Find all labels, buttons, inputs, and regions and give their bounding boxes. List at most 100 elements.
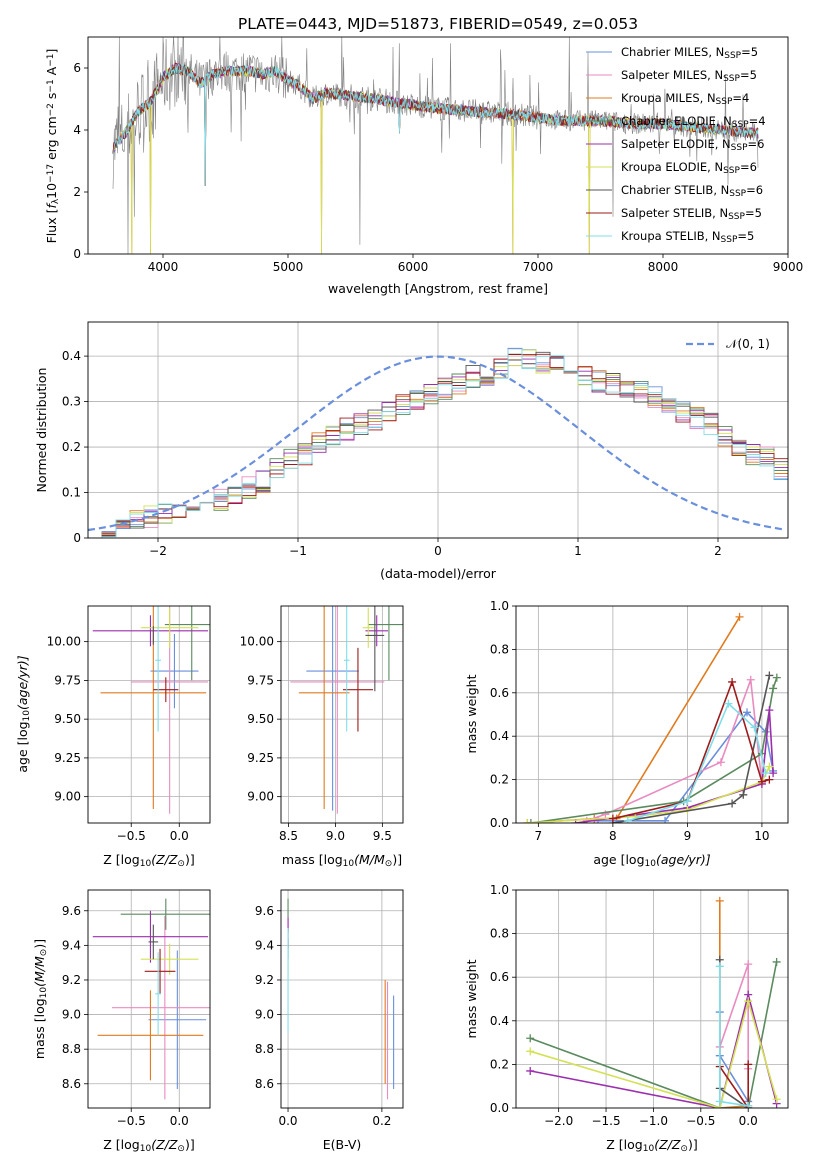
label-part: )] — [185, 852, 195, 867]
label-part: ⊙ — [177, 1144, 185, 1154]
label-part: s — [44, 93, 59, 104]
data-point-marker — [661, 816, 670, 823]
axes-frame — [280, 605, 404, 824]
y-tick-label: 8.6 — [62, 1077, 81, 1091]
legend-entry: Chabrier ELODIE, NSSP=4 — [621, 114, 766, 130]
label-part: =5 — [741, 45, 758, 59]
label-part: SSP — [728, 212, 745, 222]
label-part: λ — [51, 198, 61, 204]
y-axis-label: age [log10(age/yr)] — [15, 655, 32, 772]
x-tick-label: 0.2 — [372, 1114, 391, 1128]
y-tick-label: 8.8 — [62, 1042, 81, 1056]
data-point-marker — [769, 769, 778, 778]
legend-entry: Kroupa ELODIE, NSSP=6 — [621, 160, 757, 176]
y-tick-label: 9.50 — [247, 712, 274, 726]
label-part: Z [log — [606, 1137, 642, 1152]
y-tick-label: 9.4 — [62, 938, 81, 952]
axes-frame — [280, 889, 404, 1109]
data-point-marker — [765, 775, 774, 784]
x-tick-label: 4000 — [148, 260, 179, 274]
data-point-marker — [765, 706, 774, 715]
label-part: Kroupa STELIB, N — [621, 229, 721, 243]
legend-entry: Kroupa STELIB, NSSP=5 — [621, 229, 754, 245]
y-tick-label: 0.2 — [490, 773, 509, 787]
legend-entry: Salpeter ELODIE, NSSP=6 — [621, 137, 764, 153]
plot-area — [112, 37, 759, 254]
data-point-marker — [744, 997, 753, 1006]
data-point-marker — [715, 962, 724, 971]
label-part: 10 — [39, 987, 49, 999]
label-part: (Z/Z — [654, 1137, 681, 1152]
x-axis-label: E(B-V) — [323, 1137, 362, 1152]
data-point-marker — [728, 677, 737, 686]
label-part: (age/yr)] — [656, 852, 711, 867]
data-point-marker — [744, 960, 753, 969]
series-line — [529, 998, 778, 1108]
label-part: =5 — [740, 68, 757, 82]
series-line — [612, 679, 770, 820]
label-part: SSP — [724, 51, 741, 61]
axes-frame — [87, 605, 211, 824]
data-point-marker — [526, 1066, 535, 1075]
x-tick-label: 0.0 — [739, 1114, 758, 1128]
label-part: mass [log — [32, 998, 47, 1059]
x-tick-label: −2.0 — [544, 1114, 573, 1128]
y-tick-label: 8.8 — [255, 1042, 274, 1056]
y-tick-label: 1.0 — [490, 599, 509, 613]
y-axis-label: mass [log10(M/M⊙)] — [32, 939, 49, 1059]
x-tick-label: 0 — [434, 544, 442, 558]
data-point-marker — [746, 675, 755, 684]
label-part: )] — [32, 939, 47, 949]
y-tick-label: 10.00 — [240, 635, 274, 649]
label-part: )] — [392, 852, 402, 867]
label-part: ⊙ — [39, 949, 49, 957]
label-part: SSP — [731, 143, 748, 153]
x-tick-label: 2 — [714, 544, 722, 558]
y-tick-label: 0.1 — [62, 486, 81, 500]
y-axis-label: Flux [fλ10−17 erg cm−2 s−1 A−1] — [44, 49, 61, 244]
y-tick-label: 0.2 — [62, 440, 81, 454]
x-tick-label: −1 — [289, 544, 307, 558]
label-part: −17 — [46, 164, 56, 183]
label-part: −1 — [46, 79, 56, 92]
label-part: (M/M — [32, 956, 47, 987]
data-point-marker — [608, 814, 617, 823]
x-tick-label: 6000 — [398, 260, 429, 274]
label-part: SSP — [723, 166, 740, 176]
y-tick-label: 9.25 — [247, 751, 274, 765]
x-tick-label: 9.0 — [326, 829, 345, 843]
x-tick-label: 7 — [535, 829, 543, 843]
y-tick-label: 9.75 — [247, 673, 274, 687]
label-part: =6 — [740, 160, 757, 174]
plot-area — [88, 606, 210, 823]
data-point-marker — [750, 723, 759, 732]
y-tick-label: 0.6 — [490, 686, 509, 700]
x-tick-label: 1 — [574, 544, 582, 558]
legend-entry: Salpeter STELIB, NSSP=5 — [621, 206, 762, 222]
x-tick-label: −2 — [149, 544, 167, 558]
normal-curve — [88, 355, 786, 532]
label-part: −1 — [46, 53, 56, 66]
age-vs-mass-plot: 8.5 9.0 9.5 9.00 9.25 9.50 9.75 10.00 mass [log1… — [240, 605, 404, 869]
x-tick-label: −1.5 — [591, 1114, 620, 1128]
data-point-marker — [772, 957, 781, 966]
label-part: 10 — [643, 1144, 655, 1154]
label-part: Flux [ — [44, 209, 59, 244]
axes-frame — [87, 889, 211, 1109]
y-tick-label: 9.2 — [62, 973, 81, 987]
x-tick-label: 5000 — [273, 260, 304, 274]
data-point-marker — [765, 762, 774, 771]
label-part: =5 — [737, 229, 754, 243]
spectrum-plot: 4000 5000 6000 7000 8000 9000 0 2 4 6 Chabrier MIL… — [44, 36, 803, 296]
data-point-marker — [761, 769, 770, 778]
plot-area — [88, 890, 210, 1108]
y-tick-label: 0 — [73, 247, 81, 261]
data-point-marker — [772, 1095, 781, 1104]
label-part: f — [44, 203, 59, 209]
x-tick-label: 8000 — [648, 260, 679, 274]
legend-entry: Chabrier STELIB, NSSP=6 — [621, 183, 763, 199]
label-part: (Z/Z — [151, 1137, 178, 1152]
y-tick-label: 0.4 — [490, 1014, 509, 1028]
label-part: age [log — [593, 852, 644, 867]
data-point-marker — [526, 819, 535, 823]
